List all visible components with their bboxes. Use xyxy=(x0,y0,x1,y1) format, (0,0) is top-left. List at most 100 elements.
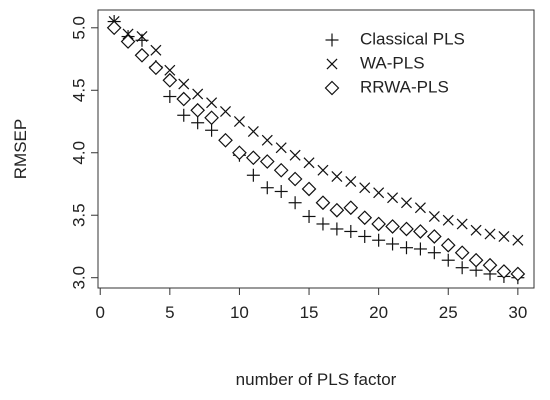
point-cross xyxy=(275,142,287,154)
point-diamond xyxy=(190,102,206,118)
point-diamond xyxy=(371,216,386,232)
legend-label: RRWA-PLS xyxy=(360,77,449,96)
point-cross xyxy=(331,170,343,182)
point-diamond xyxy=(120,34,136,49)
point-cross xyxy=(192,88,204,100)
point-plus xyxy=(372,233,386,247)
point-cross xyxy=(359,182,371,194)
point-cross xyxy=(233,116,245,128)
point-cross xyxy=(456,218,468,230)
point-diamond xyxy=(329,202,345,218)
point-cross xyxy=(122,28,134,40)
point-cross xyxy=(345,175,357,187)
y-tick-label: 4.5 xyxy=(69,78,88,102)
point-diamond xyxy=(385,219,400,234)
point-plus xyxy=(288,196,302,210)
point-diamond xyxy=(343,200,359,216)
x-tick-label: 5 xyxy=(165,303,174,322)
y-tick-label: 3.0 xyxy=(69,266,88,290)
point-cross xyxy=(442,214,454,226)
point-plus xyxy=(260,181,274,195)
x-tick-label: 0 xyxy=(95,303,104,322)
point-diamond xyxy=(204,110,219,126)
point-diamond xyxy=(162,72,178,88)
data-points xyxy=(106,15,526,285)
point-cross xyxy=(136,31,148,43)
point-diamond xyxy=(148,60,164,76)
point-cross xyxy=(484,228,496,240)
point-diamond xyxy=(176,91,192,107)
point-diamond xyxy=(273,162,289,178)
point-plus xyxy=(163,90,177,104)
point-plus xyxy=(316,217,330,231)
point-diamond xyxy=(482,257,498,273)
point-plus xyxy=(302,209,316,223)
point-plus xyxy=(191,116,205,130)
point-cross xyxy=(164,64,176,76)
point-plus xyxy=(330,222,344,236)
point-plus xyxy=(344,224,358,238)
y-tick-label: 4.0 xyxy=(69,141,88,165)
x-tick-label: 20 xyxy=(369,303,388,322)
point-cross xyxy=(178,78,190,90)
point-diamond xyxy=(106,20,122,36)
y-tick-label: 3.5 xyxy=(69,203,88,227)
point-cross xyxy=(150,44,162,56)
point-cross xyxy=(387,192,399,204)
point-cross xyxy=(470,224,482,236)
point-diamond xyxy=(413,224,428,239)
point-cross xyxy=(261,134,273,146)
point-diamond xyxy=(259,154,275,169)
y-axis-title: RMSEP xyxy=(11,119,30,179)
point-cross xyxy=(317,164,329,176)
point-plus xyxy=(386,237,400,251)
plot-frame xyxy=(97,9,535,289)
point-diamond xyxy=(510,266,526,282)
point-cross xyxy=(303,157,315,169)
point-cross xyxy=(206,97,218,109)
point-plus xyxy=(399,241,413,255)
legend-label: WA-PLS xyxy=(360,53,425,72)
point-diamond xyxy=(218,132,233,148)
point-diamond xyxy=(315,195,331,211)
point-plus xyxy=(455,261,469,275)
point-plus xyxy=(177,108,191,122)
point-diamond xyxy=(232,145,247,161)
point-cross xyxy=(289,149,301,161)
legend: Classical PLS WA-PLS RRWA-PLS xyxy=(308,24,518,104)
x-axis: 0 5 10 15 20 25 30 xyxy=(95,288,527,322)
series-diamond xyxy=(106,20,526,282)
point-diamond xyxy=(246,150,261,166)
x-tick-label: 10 xyxy=(230,303,249,322)
x-axis-title: number of PLS factor xyxy=(236,370,397,389)
point-cross xyxy=(414,202,426,214)
point-cross xyxy=(400,197,412,209)
point-plus xyxy=(246,168,260,182)
legend-symbol-plus xyxy=(325,33,339,47)
point-cross xyxy=(498,230,510,242)
point-plus xyxy=(441,253,455,267)
point-diamond xyxy=(496,264,512,279)
x-tick-label: 15 xyxy=(300,303,319,322)
point-plus xyxy=(358,229,372,243)
point-plus xyxy=(413,242,427,256)
x-tick-label: 30 xyxy=(508,303,527,322)
point-cross xyxy=(428,210,440,222)
point-diamond xyxy=(357,210,373,226)
y-axis: 3.0 3.5 4.0 4.5 5.0 xyxy=(69,16,98,290)
legend-symbol-diamond xyxy=(324,80,340,96)
point-cross xyxy=(220,106,232,118)
point-diamond xyxy=(399,221,414,237)
point-diamond xyxy=(426,229,442,244)
point-cross xyxy=(512,234,524,246)
point-plus xyxy=(205,123,219,137)
point-diamond xyxy=(134,47,150,63)
point-plus xyxy=(427,246,441,260)
legend-symbol-cross xyxy=(326,58,338,70)
x-tick-label: 25 xyxy=(439,303,458,322)
point-cross xyxy=(373,187,385,199)
point-diamond xyxy=(454,245,470,261)
point-plus xyxy=(274,184,288,198)
point-diamond xyxy=(287,171,303,187)
